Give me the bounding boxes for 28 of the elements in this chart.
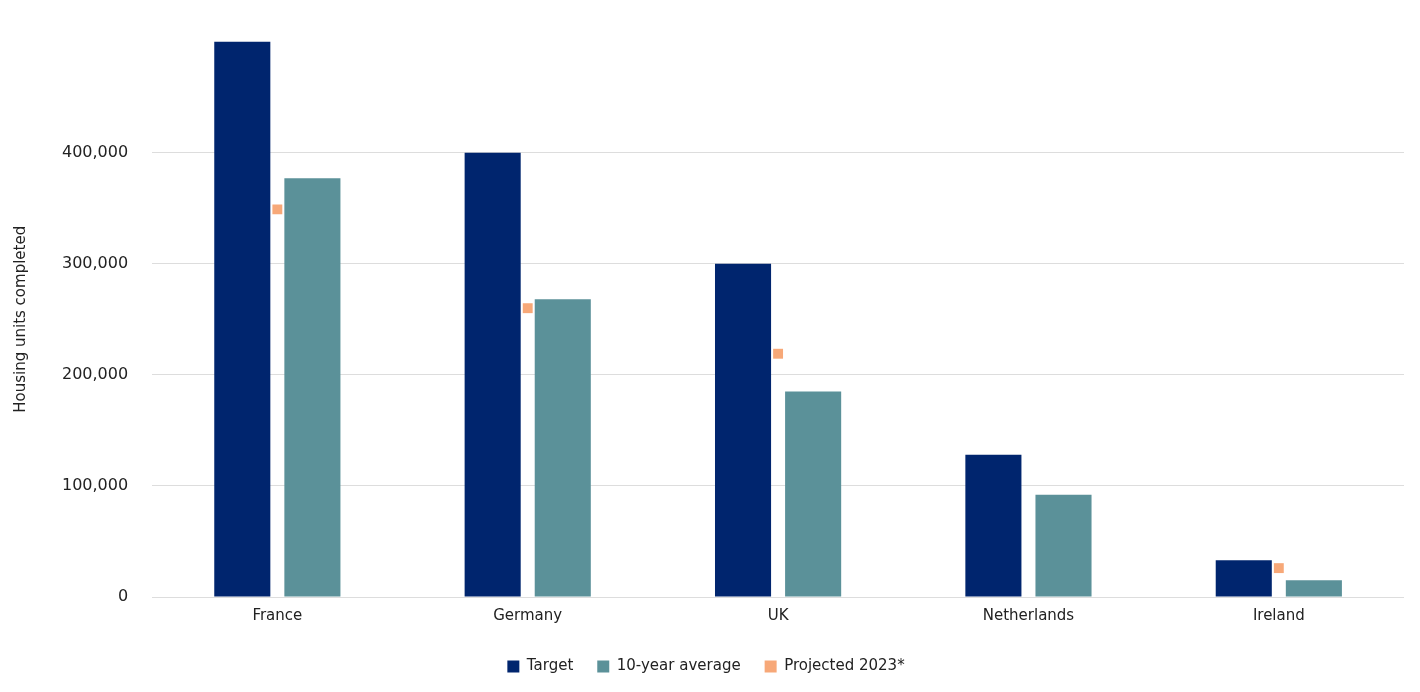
bar [965,454,1022,597]
bar [785,391,842,597]
bar [1215,560,1272,597]
y-tick-label: 0 [117,586,129,606]
point [1273,563,1284,574]
bar [534,299,591,597]
x-tick-label: Ireland [1252,605,1305,624]
x-tick-label: France [252,605,303,624]
y-tick-label: 100,000 [61,475,129,495]
y-axis-title: Housing units completed [10,225,29,413]
bar [1285,580,1342,597]
point [522,303,533,314]
bar [714,263,772,597]
y-tick-label: 300,000 [61,252,129,272]
bar [284,178,341,597]
bar [464,152,521,597]
x-tick-label: UK [767,605,790,624]
legend-label: 10-year average [616,656,741,675]
y-tick-label: 200,000 [61,364,129,383]
bar [214,41,271,597]
point [272,204,283,215]
x-tick-label: Germany [493,605,563,624]
legend-label: Target [525,656,574,675]
legend-label: Projected 2023* [784,656,906,675]
x-tick-label: Netherlands [982,605,1075,624]
point [773,348,784,359]
y-tick-label: 400,000 [61,141,129,161]
bar [1035,494,1092,597]
